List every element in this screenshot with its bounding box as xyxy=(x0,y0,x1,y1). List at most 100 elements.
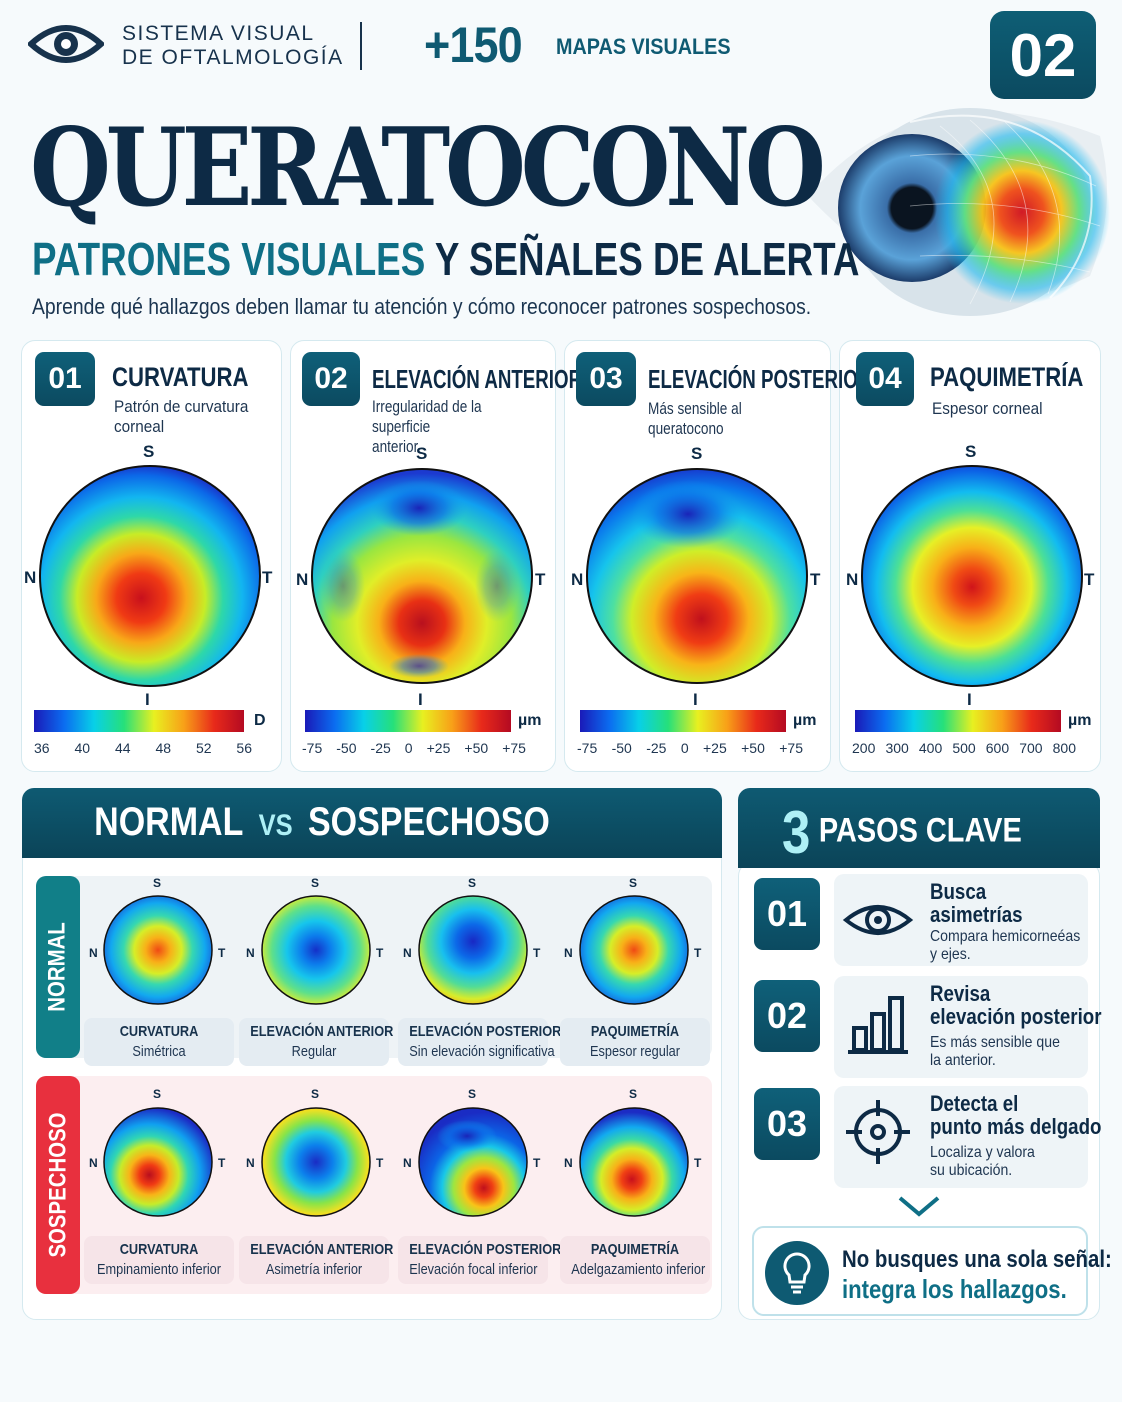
colorbar-1 xyxy=(34,710,244,732)
brand-name: SISTEMA VISUAL DE OFTALMOLOGÍA xyxy=(122,22,344,70)
caption-title: PAQUIMETRÍA xyxy=(590,1023,680,1040)
small-label-t: T xyxy=(694,1156,702,1170)
step-2-desc: Es más sensible que la anterior. xyxy=(930,1034,1060,1069)
step-1-title: Busca asimetrías xyxy=(930,879,1023,927)
label-t-3: T xyxy=(810,570,821,589)
map-title-4: PAQUIMETRÍA xyxy=(930,362,1084,392)
small-label-s: S xyxy=(311,1087,320,1101)
suspicious-pachymetry-map xyxy=(579,1107,689,1217)
label-i-3: I xyxy=(693,690,698,709)
steps-header xyxy=(738,788,1100,868)
posterior-elevation-map xyxy=(586,468,808,684)
caption-desc: Empinamiento inferior xyxy=(96,1261,222,1278)
tick: 0 xyxy=(680,740,689,756)
label-s-1: S xyxy=(143,442,155,461)
colorbar-3 xyxy=(580,710,786,732)
tip-line-1: No busques una sola señal: xyxy=(842,1246,1112,1273)
label-n-4: N xyxy=(846,570,859,589)
map-desc-1: Patrón de curvatura corneal xyxy=(114,397,258,437)
tick: +50 xyxy=(464,740,489,756)
normal-caption-curvatura: CURVATURA Simétrica xyxy=(84,1018,234,1066)
step-number-3: 03 xyxy=(754,1088,820,1160)
label-n-3: N xyxy=(571,570,584,589)
colorbar-4 xyxy=(855,710,1061,732)
steps-title-text: PASOS CLAVE xyxy=(818,811,1022,850)
tick: -75 xyxy=(577,740,598,756)
eye-topography-illustration xyxy=(808,108,1110,316)
step-number-2: 02 xyxy=(754,980,820,1052)
label-s-4: S xyxy=(965,442,977,461)
label-i-2: I xyxy=(418,690,423,709)
step-2: Revisa elevación posterior Es más sensibl… xyxy=(834,976,1101,1078)
colorbar-unit-1: D xyxy=(254,712,266,729)
caption-desc: Espesor regular xyxy=(589,1043,680,1060)
colorbar-ticks-1: 36 40 44 48 52 56 xyxy=(34,740,252,756)
header-divider xyxy=(360,22,362,70)
subtitle-part-2: Y SEÑALES DE ALERTA xyxy=(434,233,860,285)
steps-title: 3 PASOS CLAVE xyxy=(782,798,1022,867)
comparison-normal-label: NORMAL xyxy=(94,800,244,844)
small-label-n: N xyxy=(89,946,98,960)
page-subtitle: PATRONES VISUALES Y SEÑALES DE ALERTA xyxy=(32,232,859,286)
row-label-suspicious: SOSPECHOSO xyxy=(36,1076,80,1294)
suspicious-curvature-map xyxy=(103,1107,213,1217)
page-title: QUERATOCONO xyxy=(30,105,826,231)
tick: 40 xyxy=(74,740,91,756)
small-label-n: N xyxy=(403,1156,412,1170)
tick: 500 xyxy=(952,740,976,756)
tick: 56 xyxy=(236,740,252,756)
map-number-1: 01 xyxy=(35,352,95,406)
small-label-t: T xyxy=(376,1156,384,1170)
issue-number-badge: 02 xyxy=(990,11,1096,99)
small-label-t: T xyxy=(533,1156,541,1170)
normal-caption-elevacion-posterior: ELEVACIÓN POSTERIOR Sin elevación signif… xyxy=(398,1018,562,1066)
map-title-1: CURVATURA xyxy=(112,362,249,392)
tick: 300 xyxy=(885,740,909,756)
caption-desc: Regular xyxy=(291,1043,337,1060)
caption-title: CURVATURA xyxy=(119,1241,199,1258)
step-number-1: 01 xyxy=(754,878,820,950)
tip-line-2: integra los hallazgos. xyxy=(842,1274,1067,1304)
label-n-1: N xyxy=(24,568,37,587)
caption-title: ELEVACIÓN POSTERIOR xyxy=(409,1241,562,1258)
colorbar-unit-2: µm xyxy=(518,712,542,729)
tick: 400 xyxy=(918,740,943,756)
tick: 600 xyxy=(985,740,1010,756)
eye-icon xyxy=(842,905,914,935)
tick: 0 xyxy=(404,740,413,756)
small-label-s: S xyxy=(311,876,320,890)
normal-pachymetry-map xyxy=(579,895,689,1005)
small-label-n: N xyxy=(246,1156,255,1170)
subtitle-part-1: PATRONES VISUALES xyxy=(32,233,426,285)
step-2-title: Revisa elevación posterior xyxy=(930,981,1102,1029)
suspicious-posterior-elevation-map xyxy=(418,1107,528,1217)
caption-desc: Simétrica xyxy=(132,1043,186,1060)
map-desc-2-line1: Irregularidad de la superficie xyxy=(372,397,482,436)
tick: 36 xyxy=(34,740,50,756)
colorbar-ticks-3: -75 -50 -25 0 +25 +50 +75 xyxy=(577,740,803,756)
colorbar-ticks-2: -75 -50 -25 0 +25 +50 +75 xyxy=(302,740,526,756)
row-label-normal: NORMAL xyxy=(36,876,80,1058)
lead-text: Aprende qué hallazgos deben llamar tu at… xyxy=(32,294,812,319)
tick: -25 xyxy=(646,740,667,756)
map-title-2: ELEVACIÓN ANTERIOR xyxy=(372,364,583,394)
small-label-n: N xyxy=(564,1156,573,1170)
caption-title: ELEVACIÓN ANTERIOR xyxy=(250,1023,394,1040)
label-i-4: I xyxy=(967,690,972,709)
tick: -75 xyxy=(302,740,323,756)
suspicious-caption-elevacion-posterior: ELEVACIÓN POSTERIOR Elevación focal infe… xyxy=(398,1236,562,1284)
caption-title: ELEVACIÓN POSTERIOR xyxy=(409,1023,562,1040)
caption-title: ELEVACIÓN ANTERIOR xyxy=(250,1241,394,1258)
tick: -50 xyxy=(336,740,357,756)
small-label-s: S xyxy=(468,1087,477,1101)
normal-posterior-elevation-map xyxy=(418,895,528,1005)
tick: -25 xyxy=(370,740,391,756)
anterior-elevation-map xyxy=(311,468,533,684)
eye-logo-icon xyxy=(28,25,104,63)
map-desc-2-line2: anterior xyxy=(372,437,419,456)
suspicious-caption-paquimetria: PAQUIMETRÍA Adelgazamiento inferior xyxy=(560,1236,710,1284)
label-i-1: I xyxy=(145,690,150,709)
small-label-n: N xyxy=(403,946,412,960)
small-label-s: S xyxy=(629,1087,638,1101)
map-number-4: 04 xyxy=(856,352,914,406)
